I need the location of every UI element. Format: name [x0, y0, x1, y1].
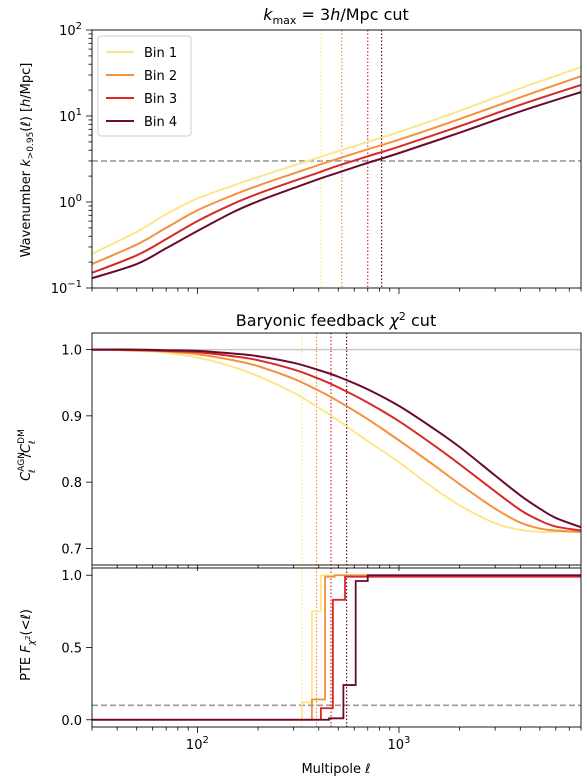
step-line-bin-3 — [92, 575, 581, 721]
y-tick-label: 0.5 — [61, 642, 82, 657]
panel-pte: PTE Fχ2(<ℓ) 102 103 0.0 0.5 1.0 Multipole ℓ — [19, 567, 582, 777]
series-line-bin-2 — [92, 348, 581, 533]
series-line-bin-1 — [92, 66, 581, 255]
series-line-bin-4 — [92, 91, 581, 280]
y-tick-label: 1.0 — [61, 569, 82, 584]
panel-1-title: kmax = 3h/Mpc cut — [263, 5, 409, 27]
series-line-bin-4 — [92, 348, 581, 529]
panel-1-plot: 10−1 100 101 102 Bin 1 Bin 2 Bin 3 Bin 4 — [51, 21, 582, 297]
panel-3-plot: 102 103 0.0 0.5 1.0 — [61, 567, 582, 753]
y-tick-label: 100 — [59, 193, 82, 211]
panel-2-ylabel: CAGNℓ/CDMℓ — [17, 429, 38, 481]
panel-3-ylabel: PTE Fχ2(<ℓ) — [19, 609, 37, 681]
axes-frame — [91, 29, 582, 289]
panel-1-ylabel: Wavenumber k>0.95(ℓ) [h/Mpc] — [19, 63, 36, 258]
step-line-bin-1 — [92, 574, 581, 721]
svg-text:CAGNℓ/CDMℓ: CAGNℓ/CDMℓ — [17, 429, 38, 481]
panel-2-title: Baryonic feedback χ2 cut — [236, 310, 436, 330]
panel-ratio: Baryonic feedback χ2 cut CAGNℓ/CDMℓ 0.70… — [17, 310, 582, 571]
plot-area — [92, 333, 581, 565]
plot-area — [92, 568, 581, 727]
legend-label-bin-2: Bin 2 — [144, 69, 177, 84]
y-tick-label: 1.0 — [61, 344, 82, 359]
series-line-bin-2 — [92, 75, 581, 265]
y-tick-label: 101 — [59, 107, 82, 125]
legend: Bin 1 Bin 2 Bin 3 Bin 4 — [97, 35, 192, 137]
axes-frame — [91, 332, 582, 566]
step-line-bin-4 — [92, 574, 581, 721]
legend-label-bin-3: Bin 3 — [144, 92, 177, 107]
axes-frame — [91, 567, 582, 728]
x-axis-label: Multipole ℓ — [301, 762, 370, 777]
panel-wavenumber: kmax = 3h/Mpc cut Wavenumber k>0.95(ℓ) [… — [19, 5, 582, 297]
x-tick-label: 102 — [186, 735, 209, 753]
legend-label-bin-1: Bin 1 — [144, 46, 177, 61]
y-tick-label: 0.0 — [61, 714, 82, 729]
legend-box — [97, 35, 192, 137]
y-tick-label: 0.9 — [61, 410, 82, 425]
panel-2-plot: 0.7 0.8 0.9 1.0 — [61, 332, 582, 571]
plot-area — [92, 30, 581, 288]
svg-text:PTE Fχ2(<ℓ): PTE Fχ2(<ℓ) — [19, 609, 37, 681]
y-tick-label: 10−1 — [51, 279, 82, 297]
series-line-bin-1 — [92, 348, 581, 534]
series-line-bin-3 — [92, 83, 581, 274]
y-tick-label: 0.8 — [61, 476, 82, 491]
y-tick-label: 102 — [59, 21, 82, 39]
legend-label-bin-4: Bin 4 — [144, 115, 177, 130]
step-line-bin-2 — [92, 574, 581, 721]
series-line-bin-3 — [92, 348, 581, 532]
x-tick-label: 103 — [388, 735, 411, 753]
y-tick-label: 0.7 — [61, 542, 82, 557]
